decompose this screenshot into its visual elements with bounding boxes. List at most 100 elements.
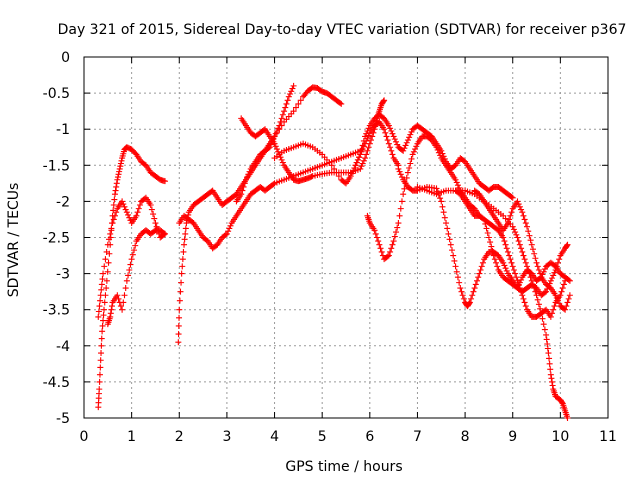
data-point: [545, 350, 552, 357]
data-point: [368, 137, 375, 144]
data-point: [412, 146, 419, 153]
data-point: [385, 252, 392, 259]
data-point: [445, 230, 452, 237]
data-point: [440, 153, 447, 160]
data-point: [180, 248, 187, 255]
data-point: [265, 145, 272, 152]
data-point: [397, 171, 404, 178]
data-point: [272, 130, 279, 137]
data-point: [357, 165, 364, 172]
data-point: [441, 155, 448, 162]
data-point: [456, 184, 463, 191]
data-point: [279, 159, 286, 166]
x-tick-label: 4: [270, 429, 279, 445]
data-point: [278, 156, 285, 163]
data-point: [509, 223, 516, 230]
data-point: [222, 231, 229, 238]
data-point: [398, 174, 405, 181]
data-point: [556, 300, 563, 307]
data-point: [454, 274, 461, 281]
data-point: [119, 306, 126, 313]
data-point: [395, 220, 402, 227]
data-point: [404, 169, 411, 176]
data-point: [503, 245, 510, 252]
x-tick-label: 3: [222, 429, 231, 445]
data-point: [524, 223, 531, 230]
data-point: [385, 140, 392, 147]
data-point: [297, 97, 304, 104]
data-point: [117, 163, 124, 170]
data-point: [528, 241, 535, 248]
data-point: [133, 212, 140, 219]
data-point: [182, 230, 189, 237]
data-point: [385, 122, 392, 129]
data-point: [394, 141, 401, 148]
data-point: [433, 185, 440, 192]
data-point: [175, 322, 182, 329]
data-point: [506, 252, 513, 259]
data-point: [362, 155, 369, 162]
data-point: [239, 187, 246, 194]
data-point: [112, 187, 119, 194]
data-point: [507, 212, 514, 219]
data-point: [564, 415, 571, 421]
data-point: [439, 150, 446, 157]
data-point: [510, 266, 517, 273]
data-point: [515, 238, 522, 245]
data-point: [407, 160, 414, 167]
data-point: [352, 162, 359, 169]
data-point: [440, 209, 447, 216]
data-point: [134, 209, 141, 216]
data-point: [526, 232, 533, 239]
data-point: [276, 126, 283, 133]
data-point: [396, 212, 403, 219]
data-point: [529, 246, 536, 253]
data-point: [444, 225, 451, 232]
x-tick-label: 8: [461, 429, 470, 445]
data-point: [381, 97, 388, 104]
data-point: [390, 238, 397, 245]
data-point: [550, 306, 557, 313]
data-point: [357, 151, 364, 158]
y-tick-label: -4.5: [43, 375, 70, 391]
data-point: [504, 220, 511, 227]
data-point: [376, 241, 383, 248]
y-tick-label: -4: [56, 339, 70, 355]
data-point: [381, 126, 388, 133]
data-point: [550, 272, 557, 279]
data-point: [554, 259, 561, 266]
data-point: [551, 303, 558, 310]
data-point: [351, 165, 358, 172]
data-point: [273, 146, 280, 153]
data-point: [335, 173, 342, 180]
data-point: [359, 142, 366, 149]
data-point: [537, 270, 544, 277]
data-point: [450, 252, 457, 259]
data-point: [347, 173, 354, 180]
data-point: [547, 277, 554, 284]
data-point: [363, 151, 370, 158]
data-point: [132, 242, 139, 249]
data-point: [105, 259, 112, 266]
data-point: [114, 174, 121, 181]
y-tick-label: -2.5: [43, 231, 70, 247]
data-point: [559, 399, 566, 406]
data-point: [99, 276, 106, 283]
data-point: [543, 336, 550, 343]
data-point: [522, 259, 529, 266]
data-point: [551, 269, 558, 276]
data-point: [111, 212, 118, 219]
data-point: [98, 286, 105, 293]
data-point: [225, 228, 232, 235]
data-point: [161, 230, 168, 237]
data-point: [471, 285, 478, 292]
data-point: [541, 326, 548, 333]
data-point: [123, 277, 130, 284]
data-point: [500, 234, 507, 241]
data-point: [396, 168, 403, 175]
data-point: [387, 144, 394, 151]
data-point: [97, 292, 104, 299]
data-point: [535, 266, 542, 273]
data-point: [106, 236, 113, 243]
data-point: [240, 183, 247, 190]
